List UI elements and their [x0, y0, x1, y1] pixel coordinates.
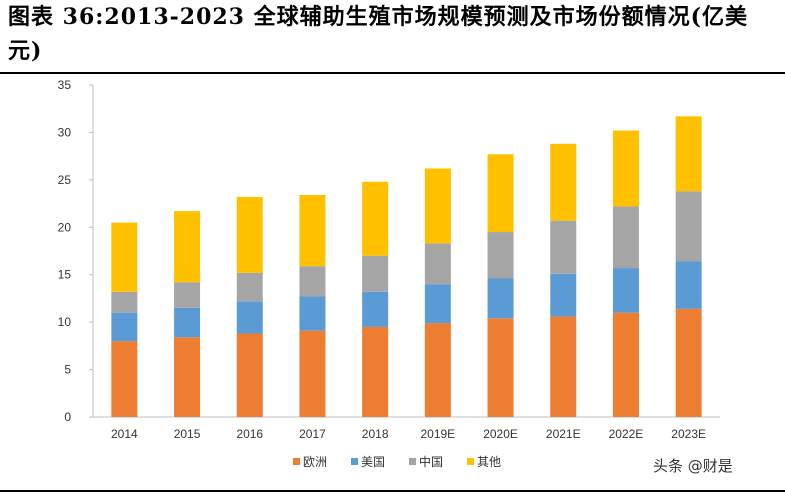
bar-segment-2015-美国: [174, 307, 201, 338]
bar-segment-2023E-美国: [675, 261, 702, 309]
legend-swatch: [467, 458, 474, 465]
bar-segment-2015-中国: [174, 282, 201, 308]
x-tick-label: 2018: [362, 427, 389, 441]
bar-segment-2018-美国: [362, 291, 389, 327]
bar-segment-2017-美国: [299, 296, 326, 331]
bar-segment-2022E-中国: [612, 206, 639, 269]
bar-segment-2023E-欧洲: [675, 308, 702, 417]
bar-segment-2014-美国: [111, 312, 138, 342]
bar-segment-2017-其他: [299, 195, 326, 267]
bar-segment-2020E-中国: [487, 232, 514, 279]
source-watermark: 头条 @财是: [653, 457, 733, 475]
bar-segment-2015-欧洲: [174, 337, 201, 417]
bar-segment-2016-中国: [236, 272, 263, 302]
bar-segment-2021E-其他: [550, 143, 577, 221]
bar-segment-2022E-美国: [612, 268, 639, 313]
x-tick-label: 2020E: [483, 427, 518, 441]
bar-segment-2020E-其他: [487, 154, 514, 233]
bar-segment-2017-中国: [299, 266, 326, 297]
x-tick-label: 2017: [299, 427, 326, 441]
bar-segment-2020E-欧洲: [487, 318, 514, 417]
x-tick-label: 2014: [111, 427, 138, 441]
bar-segment-2018-其他: [362, 181, 389, 256]
bar-segment-2019E-中国: [424, 243, 451, 285]
bottom-divider: [0, 490, 785, 492]
bar-segment-2021E-美国: [550, 273, 577, 317]
chart-bars: [111, 116, 702, 417]
bar-segment-2023E-中国: [675, 191, 702, 262]
bar-segment-2015-其他: [174, 211, 201, 283]
bar-segment-2021E-欧洲: [550, 316, 577, 417]
bar-segment-2017-欧洲: [299, 330, 326, 417]
y-tick-label: 15: [58, 268, 72, 282]
y-tick-label: 0: [64, 410, 71, 424]
bar-segment-2018-中国: [362, 255, 389, 292]
bar-segment-2018-欧洲: [362, 326, 389, 417]
bar-segment-2016-美国: [236, 301, 263, 334]
legend-label: 其他: [477, 455, 501, 469]
bar-segment-2014-中国: [111, 291, 138, 313]
legend-swatch: [351, 458, 358, 465]
legend-label: 欧洲: [303, 455, 327, 469]
y-tick-labels: 0 5 10 15 20 25 30 35: [58, 78, 93, 424]
x-tick-label: 2023E: [671, 427, 706, 441]
legend-label: 美国: [361, 455, 385, 469]
x-tick-label: 2019E: [420, 427, 455, 441]
y-tick-label: 10: [58, 315, 72, 329]
bar-segment-2022E-欧洲: [612, 312, 639, 417]
bar-segment-2014-欧洲: [111, 341, 138, 417]
legend-swatch: [293, 458, 300, 465]
x-tick-labels: 2014 2015 2016 2017 2018 2019E 2020E 2021E 2022E…: [111, 427, 706, 441]
x-tick-label: 2022E: [609, 427, 644, 441]
bar-segment-2021E-中国: [550, 220, 577, 274]
y-tick-label: 25: [58, 173, 72, 187]
x-tick-label: 2016: [236, 427, 263, 441]
bar-segment-2019E-美国: [424, 284, 451, 324]
legend-label: 中国: [419, 454, 443, 469]
bar-segment-2019E-欧洲: [424, 323, 451, 417]
chart-legend: 欧洲 美国 中国 其他: [293, 454, 501, 469]
bar-segment-2016-其他: [236, 196, 263, 273]
bar-segment-2020E-美国: [487, 278, 514, 319]
bar-segment-2014-其他: [111, 222, 138, 292]
bar-segment-2023E-其他: [675, 116, 702, 192]
title-divider: [0, 72, 785, 74]
y-tick-label: 30: [58, 125, 72, 139]
x-tick-label: 2015: [174, 427, 201, 441]
bar-segment-2019E-其他: [424, 168, 451, 244]
chart-title: 图表 36:2013-2023 全球辅助生殖市场规模预测及市场份额情况(亿美元): [8, 4, 749, 64]
y-tick-label: 5: [64, 363, 71, 377]
y-tick-label: 20: [58, 220, 72, 234]
bar-segment-2022E-其他: [612, 130, 639, 207]
legend-swatch: [409, 458, 416, 465]
bar-segment-2016-欧洲: [236, 333, 263, 417]
y-tick-label: 35: [58, 78, 72, 92]
x-tick-label: 2021E: [546, 427, 581, 441]
